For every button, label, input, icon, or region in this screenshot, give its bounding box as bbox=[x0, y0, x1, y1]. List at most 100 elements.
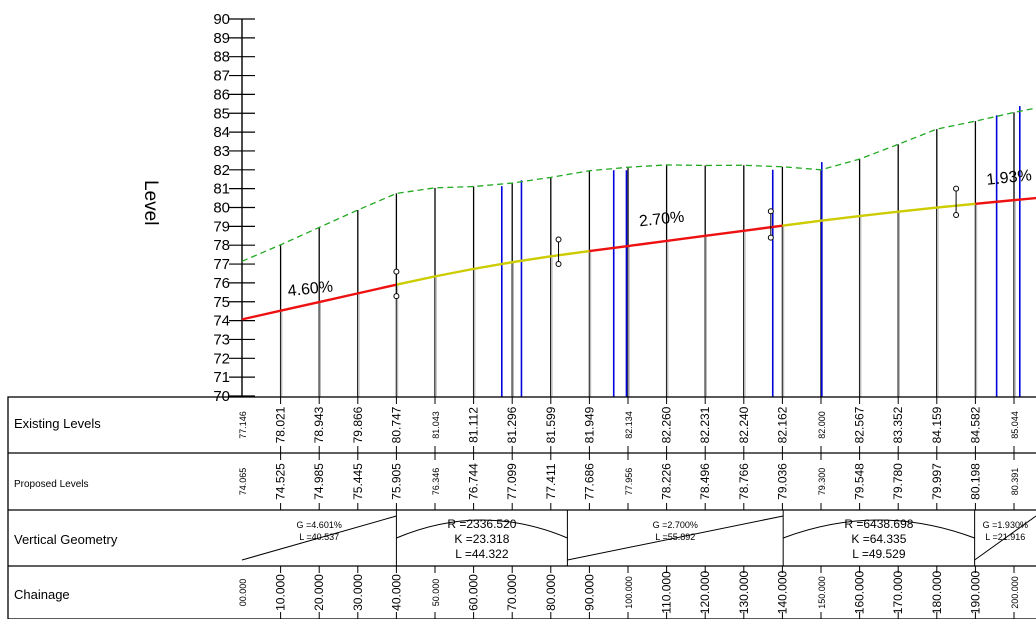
ip-circle bbox=[555, 236, 562, 243]
ip-circle bbox=[555, 261, 562, 268]
level-tick-label: 74 bbox=[213, 313, 230, 330]
existing-level-value: 82.000 bbox=[817, 411, 827, 439]
ip-circle bbox=[767, 208, 774, 215]
chainage-value: 70.000 bbox=[505, 574, 519, 611]
proposed-level-value: 79.997 bbox=[930, 463, 944, 500]
level-tick-label: 86 bbox=[213, 86, 230, 103]
proposed-level-value: 77.956 bbox=[624, 468, 634, 496]
level-tick-label: 88 bbox=[213, 49, 230, 66]
grade-symbol bbox=[241, 515, 397, 561]
chainage-value: 110.000 bbox=[660, 571, 674, 614]
geometry-value: R =6438.698 bbox=[844, 517, 913, 531]
curve-symbol bbox=[396, 519, 568, 539]
chainage-value: 170.000 bbox=[891, 570, 905, 614]
curve-symbol bbox=[782, 519, 975, 539]
proposed-level-value: 79.036 bbox=[775, 463, 789, 500]
existing-level-value: 79.866 bbox=[351, 406, 365, 443]
geometry-value: L =44.322 bbox=[455, 547, 509, 561]
chainage-value: 200.000 bbox=[1010, 576, 1020, 609]
existing-level-value: 80.747 bbox=[389, 406, 403, 443]
chainage-value: 140.000 bbox=[775, 570, 789, 614]
grade-symbol bbox=[567, 515, 784, 561]
chainage-value: 40.000 bbox=[389, 574, 403, 611]
vertical-geometry-label: Vertical Geometry bbox=[14, 532, 118, 547]
geometry-value: L =21.916 bbox=[985, 532, 1025, 542]
chainage-value: 10.000 bbox=[274, 574, 288, 611]
proposed-level-value: 77.099 bbox=[505, 463, 519, 500]
level-tick-label: 90 bbox=[213, 11, 230, 28]
geometry-value: L =49.529 bbox=[852, 547, 906, 561]
level-tick-label: 80 bbox=[213, 200, 230, 217]
chainage-value: 00.000 bbox=[238, 579, 248, 607]
existing-level-value: 83.352 bbox=[891, 406, 905, 443]
existing-level-value: 82.260 bbox=[660, 406, 674, 443]
level-tick-label: 76 bbox=[213, 275, 230, 292]
existing-level-value: 81.043 bbox=[431, 411, 441, 439]
proposed-level-value: 77.686 bbox=[582, 463, 596, 500]
geometry-value: G =1.930% bbox=[983, 520, 1028, 530]
existing-level-value: 81.112 bbox=[467, 407, 481, 443]
grade-segment bbox=[589, 224, 783, 253]
existing-level-value: 81.599 bbox=[544, 406, 558, 443]
proposed-level-value: 74.985 bbox=[312, 463, 326, 500]
chainage-value: 100.000 bbox=[624, 576, 634, 609]
existing-level-value: 81.296 bbox=[505, 406, 519, 443]
level-tick-label: 89 bbox=[213, 30, 230, 47]
ip-circle bbox=[393, 268, 400, 275]
level-tick-label: 81 bbox=[213, 181, 230, 198]
level-tick-label: 85 bbox=[213, 105, 230, 122]
chainage-value: 130.000 bbox=[737, 570, 751, 614]
station-ordinates bbox=[279, 106, 1021, 397]
chainage-value: 90.000 bbox=[582, 574, 596, 611]
grade-segment bbox=[975, 196, 1036, 205]
existing-level-value: 77.146 bbox=[238, 411, 248, 439]
level-tick-label: 79 bbox=[213, 218, 230, 235]
existing-level-value: 82.162 bbox=[775, 406, 789, 443]
ip-circle bbox=[953, 212, 960, 219]
grade-label: 2.70% bbox=[638, 209, 685, 231]
grade-label: 1.93% bbox=[986, 167, 1033, 189]
existing-level-value: 84.159 bbox=[930, 406, 944, 443]
existing-level-value: 82.231 bbox=[698, 406, 712, 443]
existing-level-value: 82.567 bbox=[853, 406, 867, 443]
geometry-value: L =55.892 bbox=[655, 532, 695, 542]
proposed-level-value: 80.198 bbox=[968, 463, 982, 500]
proposed-level-value: 75.445 bbox=[351, 463, 365, 500]
proposed-level-value: 74.525 bbox=[274, 463, 288, 500]
table-border bbox=[7, 396, 1036, 619]
proposed-level-value: 78.766 bbox=[737, 463, 751, 500]
grade-symbol bbox=[974, 515, 1036, 561]
geometry-value: R =2336.520 bbox=[447, 517, 516, 531]
proposed-level-value: 76.744 bbox=[467, 463, 481, 500]
chainage-value: 120.000 bbox=[698, 570, 712, 614]
level-tick-label: 72 bbox=[213, 350, 230, 367]
chainage-value: 180.000 bbox=[930, 570, 944, 614]
chainage-value: 50.000 bbox=[431, 579, 441, 607]
geometry-value: G =2.700% bbox=[653, 520, 698, 530]
proposed-level-value: 79.300 bbox=[817, 468, 827, 496]
existing-levels-label: Existing Levels bbox=[14, 416, 101, 431]
existing-level-value: 78.943 bbox=[312, 406, 326, 443]
ip-circle bbox=[393, 293, 400, 300]
proposed-level-value: 77.411 bbox=[544, 463, 558, 499]
geometry-value: L =40.537 bbox=[299, 532, 339, 542]
existing-level-value: 82.134 bbox=[624, 411, 634, 439]
profile-lines: 4.60% 2.70% 1.93% bbox=[241, 98, 1036, 321]
proposed-level-value: 75.905 bbox=[389, 463, 403, 500]
geometry-value: K =23.318 bbox=[454, 532, 509, 546]
level-tick-label: 78 bbox=[213, 237, 230, 254]
existing-ground-line bbox=[241, 98, 1036, 262]
grade-segment bbox=[241, 283, 397, 321]
ip-circle bbox=[767, 234, 774, 241]
level-tick-label: 84 bbox=[213, 124, 230, 141]
proposed-level-value: 78.496 bbox=[698, 463, 712, 500]
grade-label: 4.60% bbox=[287, 278, 334, 300]
chainage-value: 160.000 bbox=[853, 570, 867, 614]
proposed-level-value: 79.548 bbox=[853, 463, 867, 500]
proposed-level-value: 80.391 bbox=[1010, 468, 1020, 496]
proposed-level-value: 76.346 bbox=[431, 468, 441, 496]
existing-level-value: 81.949 bbox=[582, 406, 596, 443]
proposed-level-value: 74.065 bbox=[238, 468, 248, 496]
